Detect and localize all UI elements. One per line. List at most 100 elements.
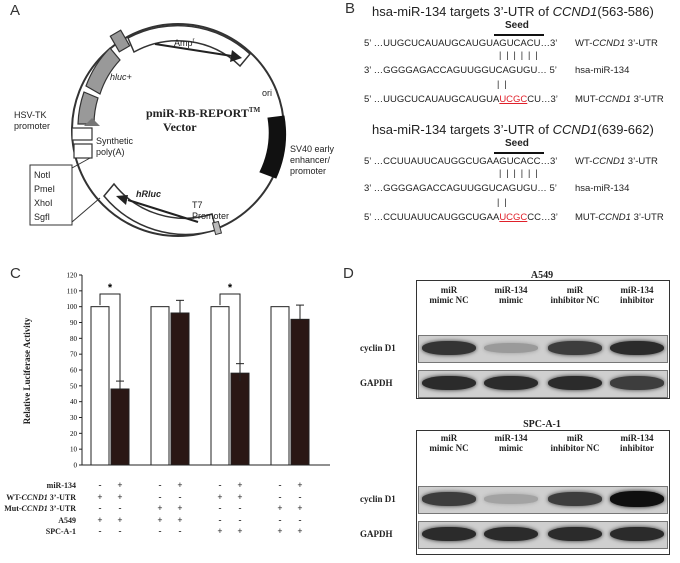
condition-sign: - (98, 503, 102, 513)
condition-sign: - (238, 503, 242, 513)
panel-label-a: A (10, 2, 21, 19)
blot-band (484, 375, 538, 391)
mir-sequence: 3’ …GGGGAGACCAGUUGGUCAGUGU… 5’ (364, 183, 557, 194)
condition-sign: - (98, 526, 102, 536)
y-tick-label: 0 (74, 462, 78, 470)
label-ori: ori (262, 88, 273, 98)
significance-star: * (228, 282, 233, 294)
mcs-sites: NotI PmeI XhoI SgfI (34, 170, 56, 222)
target-title: hsa-miR-134 targets 3’-UTR of CCND1(563-… (372, 4, 654, 19)
blot-column-label: miR-134 inhibitor (619, 285, 654, 305)
vector-subtitle: Vector (163, 120, 197, 134)
condition-sign: - (218, 480, 222, 490)
condition-sign: + (97, 491, 103, 502)
y-tick-label: 20 (70, 430, 78, 438)
blot-column-label: miR inhibitor NC (550, 285, 600, 305)
condition-sign: + (217, 526, 223, 536)
wt-sequence: 5’ …CCUUAUUCAUGGCUGAAGUCACC…3’ (364, 156, 558, 167)
target-title: hsa-miR-134 targets 3’-UTR of CCND1(639-… (372, 122, 654, 137)
condition-sign: + (157, 514, 163, 525)
condition-sign: - (158, 480, 162, 490)
condition-sign: + (237, 491, 243, 502)
condition-sign: - (298, 491, 302, 502)
vector-map (29, 23, 287, 237)
y-tick-label: 30 (70, 414, 78, 422)
y-tick-label: 70 (70, 351, 78, 359)
bar (270, 306, 290, 466)
mut-label: MUT-CCND1 3’-UTR (575, 94, 664, 105)
label-ampr: Ampr (174, 38, 195, 48)
label-hrluc: hRluc (136, 189, 162, 199)
condition-sign: - (158, 526, 162, 536)
y-tick-label: 40 (70, 398, 78, 406)
base-pairs: | | | | | | (499, 168, 539, 178)
blot-band (548, 492, 602, 506)
bar (150, 306, 170, 466)
blot-band (422, 340, 476, 356)
blot-band (548, 526, 602, 542)
bar (290, 318, 310, 466)
label-synthetic-polya: Synthetic poly(A) (96, 136, 134, 157)
condition-label: A549 (58, 515, 76, 525)
blot-band (422, 526, 476, 542)
condition-sign: - (278, 491, 282, 502)
blot-column-label: miR-134 inhibitor (619, 433, 654, 453)
condition-sign: + (297, 503, 303, 513)
blot-column-label: miR-134 mimic (494, 285, 528, 305)
panel-label-c: C (10, 265, 21, 282)
mut-sequence: 5’ …UUGCUCAUAUGCAUGUAUCGCCU…3’ (364, 94, 558, 105)
label-hsv-tk: HSV-TK promoter (14, 110, 51, 131)
blot-column-label: miR inhibitor NC (550, 433, 600, 453)
seed-label: Seed (505, 20, 529, 31)
bar (110, 388, 130, 466)
significance-bracket (99, 293, 121, 382)
blot-row-label: GAPDH (360, 378, 393, 388)
condition-sign: - (158, 491, 162, 502)
mut-label: MUT-CCND1 3’-UTR (575, 212, 664, 223)
condition-sign: - (178, 491, 182, 502)
condition-sign: - (118, 526, 122, 536)
blot-band (610, 526, 664, 542)
blot-band (548, 341, 602, 355)
condition-sign: + (177, 514, 183, 525)
wt-label: WT-CCND1 3’-UTR (575, 156, 658, 167)
condition-label: WT-CCND1 3’-UTR (6, 492, 76, 502)
label-sv40: SV40 early enhancer/ promoter (290, 144, 335, 176)
seed-bar (494, 34, 544, 36)
condition-sign: + (177, 480, 183, 490)
blot-band (548, 375, 602, 391)
condition-sign: + (277, 526, 283, 536)
label-hluc: hluc+ (110, 72, 132, 82)
y-tick-label: 60 (70, 367, 78, 375)
condition-sign: - (98, 480, 102, 490)
significance-star: * (108, 282, 113, 294)
panel-label-b: B (345, 0, 356, 17)
seed-bar (494, 152, 544, 154)
vector-name: pmiR-RB-REPORTTM (146, 106, 261, 120)
blot-title: SPC-A-1 (523, 419, 561, 430)
condition-sign: + (117, 514, 123, 525)
blot-band (422, 375, 476, 391)
blot-title: A549 (530, 270, 554, 281)
condition-label: Mut-CCND1 3’-UTR (4, 504, 76, 513)
condition-sign: - (238, 514, 242, 525)
y-tick-label: 120 (67, 272, 78, 280)
blot-row-label: cyclin D1 (360, 343, 396, 353)
blot-column-label: miR-134 mimic (494, 433, 528, 453)
mir-sequence: 3’ …GGGGAGACCAGUUGGUCAGUGU… 5’ (364, 65, 557, 76)
bar (230, 372, 250, 466)
mut-base-pairs: | | (497, 79, 508, 89)
mut-base-pairs: | | (497, 197, 508, 207)
wt-sequence: 5’ …UUGCUCAUAUGCAUGUAGUCACU…3’ (364, 38, 558, 49)
condition-sign: - (178, 526, 182, 536)
bar (170, 312, 190, 466)
condition-label: SPC-A-1 (45, 527, 76, 536)
blot-column-label: miR mimic NC (429, 433, 469, 453)
mut-sequence: 5’ …CCUUAUUCAUGGCUGAAUCGCCC…3’ (364, 212, 558, 223)
y-tick-label: 100 (67, 303, 78, 311)
condition-sign: + (157, 503, 163, 513)
condition-sign: - (278, 514, 282, 525)
condition-sign: + (237, 480, 243, 490)
y-tick-label: 110 (67, 287, 78, 295)
condition-sign: + (117, 491, 123, 502)
